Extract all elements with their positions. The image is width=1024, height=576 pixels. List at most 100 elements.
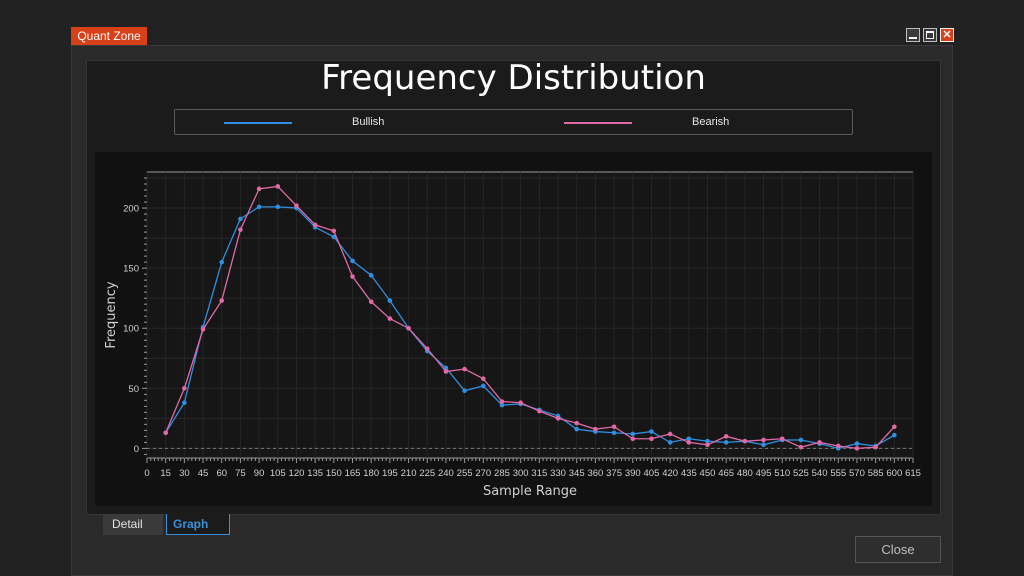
x-tick-label: 255 [457,468,473,479]
x-tick-label: 420 [662,468,678,479]
data-point-bullish [480,383,486,389]
data-point-bearish [163,430,168,436]
x-tick-label: 15 [160,468,171,479]
tab-detail[interactable]: Detail [103,514,163,535]
x-tick-label: 270 [475,468,491,479]
data-point-bearish [761,437,766,443]
data-point-bullish [499,402,505,408]
x-tick-label: 480 [737,468,753,479]
data-point-bullish [761,442,766,448]
data-point-bearish [294,203,299,208]
data-point-bullish [182,400,187,406]
data-point-bearish [424,346,430,351]
data-point-bearish [182,386,187,391]
data-point-bearish [312,222,318,228]
x-tick-label: 360 [587,468,603,479]
close-window-button[interactable]: ✕ [940,28,954,42]
x-tick-label: 195 [382,468,398,479]
data-point-bullish [630,431,636,437]
y-tick-label: 150 [123,264,139,275]
data-point-bullish [667,440,673,445]
data-point-bearish [350,274,355,279]
x-tick-label: 345 [569,468,585,479]
data-point-bullish [256,204,262,210]
data-point-bearish [611,424,617,430]
x-tick-label: 525 [793,468,809,479]
minimize-button[interactable] [906,28,920,42]
x-tick-label: 105 [270,468,286,479]
x-tick-label: 375 [606,468,622,479]
x-axis-label: Sample Range [483,484,577,499]
x-tick-label: 540 [812,468,828,479]
x-tick-label: 45 [198,468,209,479]
x-tick-label: 300 [513,468,529,479]
data-point-bearish [387,316,393,321]
data-point-bearish [854,446,860,451]
plot-frame [146,171,914,459]
data-point-bearish [537,408,542,414]
x-tick-label: 495 [756,468,772,479]
data-point-bullish [219,259,225,265]
x-tick-label: 120 [289,468,305,479]
x-tick-label: 390 [625,468,641,479]
legend-bearish-label: Bearish [692,116,730,128]
data-point-bearish [406,325,411,331]
data-point-bearish [779,436,785,442]
data-point-bearish [574,420,580,426]
data-point-bearish [723,434,729,439]
data-point-bullish [275,204,281,210]
data-point-bullish [892,432,897,438]
y-axis-label: Frequency [104,281,119,348]
x-tick-label: 615 [905,468,921,479]
x-tick-label: 165 [345,468,361,479]
data-point-bearish [443,369,449,374]
tab-graph[interactable]: Graph [166,514,230,535]
data-point-bullish [238,216,243,222]
data-point-bearish [630,436,636,442]
close-button[interactable]: Close [855,536,941,563]
maximize-button[interactable] [923,28,937,42]
data-point-bearish [705,442,710,448]
data-point-bearish [331,228,337,234]
data-point-bullish [611,430,617,436]
chart-legend: Bullish Bearish [174,109,853,135]
data-point-bearish [798,444,804,450]
x-tick-label: 570 [849,468,865,479]
data-point-bullish [798,437,804,443]
data-point-bearish [368,299,374,305]
data-point-bearish [686,440,692,445]
x-tick-label: 75 [235,468,246,479]
data-point-bullish [574,426,580,432]
x-tick-label: 285 [494,468,510,479]
legend-bearish-line-icon [564,122,632,124]
plot-area[interactable]: 0 15 30 45 60 75 90 105 120 135 150 165 180 195 210 225… [95,152,932,506]
data-point-bearish [462,366,467,372]
x-tick-label: 465 [718,468,734,479]
data-point-bearish [835,443,841,449]
data-point-bearish [555,416,561,421]
data-point-bullish [443,365,449,371]
data-point-bullish [649,429,654,434]
x-tick-label: 180 [363,468,379,479]
data-point-bullish [723,440,729,445]
data-point-bullish [368,273,374,278]
data-point-bearish [873,444,878,450]
y-tick-label: 100 [123,324,139,335]
data-point-bullish [387,298,393,303]
data-point-bearish [200,327,206,332]
data-point-bearish [219,298,225,303]
legend-bullish-line-icon [224,122,292,124]
x-tick-label: 315 [531,468,547,479]
x-tick-label: 90 [254,468,265,479]
data-point-bearish [742,438,748,444]
y-tick-label: 0 [134,444,139,455]
x-tick-label: 585 [868,468,884,479]
data-point-bearish [275,184,281,189]
window-title: Quant Zone [71,27,147,45]
x-tick-label: 330 [550,468,566,479]
data-point-bearish [667,431,673,437]
data-point-bearish [892,424,897,430]
x-tick-label: 555 [830,468,846,479]
x-tick-label: 135 [307,468,323,479]
data-point-bearish [480,376,486,381]
